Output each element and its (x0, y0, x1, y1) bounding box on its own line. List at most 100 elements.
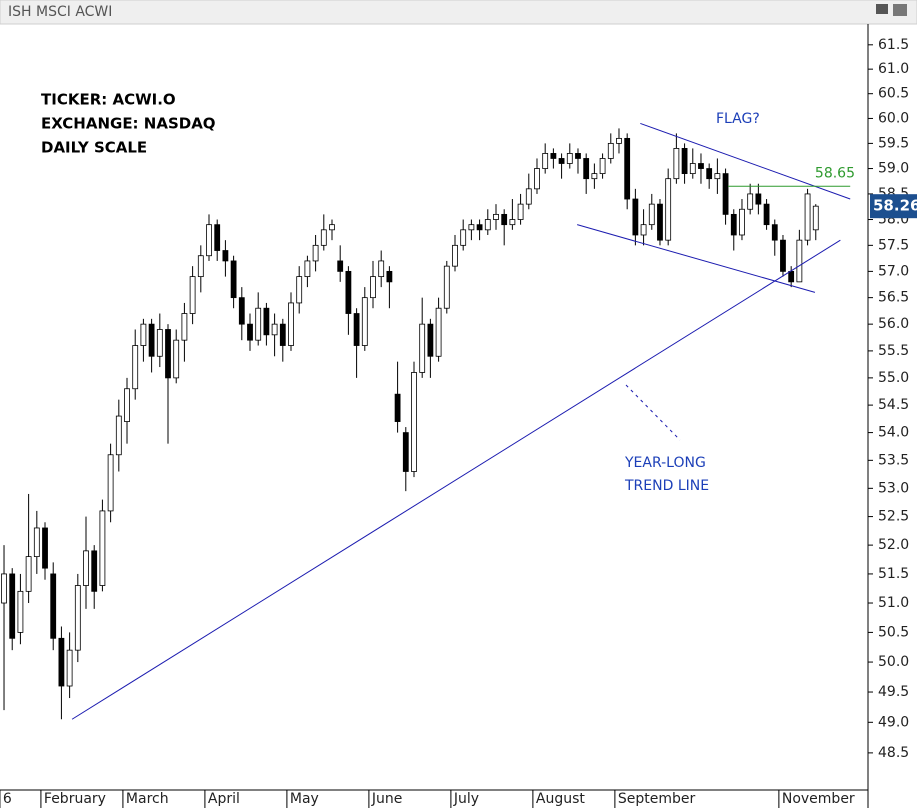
candle-body (509, 219, 516, 226)
y-tick-label: 59.0 (878, 161, 909, 177)
candle-body (739, 208, 745, 236)
trend-line (71, 239, 841, 720)
y-tick-label: 51.0 (878, 595, 909, 611)
y-tick-label: 55.0 (878, 370, 909, 386)
candle-body (17, 590, 24, 633)
candle-body (345, 270, 352, 314)
x-tick-label: November (782, 791, 855, 807)
y-tick-label: 49.5 (878, 684, 909, 700)
candle-body (255, 307, 262, 341)
y-tick-label: 59.5 (878, 135, 909, 151)
candle-body (771, 224, 778, 241)
candle-body (99, 510, 106, 586)
candle-body (550, 153, 557, 159)
candle-body (33, 527, 40, 558)
candle-body (247, 323, 253, 341)
y-tick-label: 52.5 (878, 509, 909, 525)
x-tick-label: April (208, 791, 240, 807)
x-tick-label: May (290, 791, 319, 807)
candle-body (320, 229, 327, 246)
y-tick-label: 57.0 (878, 263, 909, 279)
candle-body (427, 323, 434, 357)
candle-body (435, 307, 442, 357)
candle-body (25, 556, 32, 592)
y-tick-label: 56.5 (878, 290, 909, 306)
resistance-label: 58.65 (815, 165, 855, 181)
note: TREND LINE (624, 478, 709, 494)
candle-body (460, 229, 467, 246)
candle-body (657, 203, 663, 241)
y-tick-label: 54.5 (878, 397, 909, 413)
y-tick-label: 55.5 (878, 343, 909, 359)
candle-body (566, 153, 573, 164)
candle-body (115, 415, 122, 456)
candle-body (189, 276, 196, 314)
candle-body (279, 323, 286, 346)
candle-body (583, 158, 590, 180)
candle-body (542, 153, 549, 169)
candle-body (74, 585, 81, 651)
y-tick-label: 50.0 (878, 654, 909, 670)
candle-body (148, 323, 155, 357)
candle-body (50, 573, 57, 639)
candle-body (271, 323, 278, 336)
candle-body (788, 270, 795, 283)
candle-body (288, 302, 294, 346)
candle-body (370, 276, 376, 299)
y-tick-label: 51.5 (878, 566, 909, 582)
candle-body (181, 313, 188, 341)
candle-body (1, 573, 7, 604)
candle-body (214, 224, 221, 251)
annotation: EXCHANGE: NASDAQ (41, 115, 216, 133)
x-tick-label: June (371, 791, 403, 807)
candle-body (353, 313, 360, 346)
candle-body (698, 163, 704, 169)
candle-body (722, 173, 729, 215)
candle-body (66, 649, 73, 687)
y-tick-label: 53.0 (878, 480, 909, 496)
candle-body (296, 276, 303, 304)
icon-part[interactable] (893, 4, 907, 16)
candle-body (206, 224, 212, 257)
y-tick-label: 48.5 (878, 745, 909, 761)
candle-body (238, 297, 245, 325)
y-tick-label: 60.0 (878, 110, 909, 126)
x-tick-label: August (536, 791, 586, 807)
icon-part[interactable] (876, 4, 888, 14)
header-icon[interactable] (876, 4, 907, 16)
y-tick-label: 56.0 (878, 316, 909, 332)
candle-body (402, 432, 409, 472)
candle-body (419, 323, 426, 373)
y-tick-label: 52.0 (878, 537, 909, 553)
candle-body (468, 224, 475, 231)
y-tick-label: 50.5 (878, 624, 909, 640)
x-tick-label: March (126, 791, 169, 807)
candle-body (165, 329, 171, 379)
candle-body (42, 527, 48, 569)
candle-body (616, 137, 622, 144)
candle-body (681, 148, 688, 175)
candle-body (58, 637, 65, 687)
candle-body (156, 329, 163, 357)
candle-body (648, 203, 655, 226)
candle-body (607, 142, 614, 159)
candle-body (476, 224, 483, 231)
candle-body (673, 148, 680, 180)
candle-body (452, 244, 458, 267)
candle-body (107, 454, 114, 512)
note: FLAG? (716, 111, 760, 127)
annotation: DAILY SCALE (41, 139, 147, 157)
last-price-box (870, 194, 917, 219)
candle-body (804, 193, 811, 241)
candle-body (132, 345, 139, 390)
x-tick-label: September (618, 791, 696, 807)
candle-body (501, 213, 508, 226)
x-tick-label: July (453, 791, 479, 807)
header-bar (0, 0, 917, 25)
candle-body (386, 270, 393, 283)
y-tick-label: 57.5 (878, 237, 909, 253)
x-tick-label: February (44, 791, 106, 807)
candle-body (534, 168, 540, 190)
y-tick-label: 61.5 (878, 37, 909, 53)
